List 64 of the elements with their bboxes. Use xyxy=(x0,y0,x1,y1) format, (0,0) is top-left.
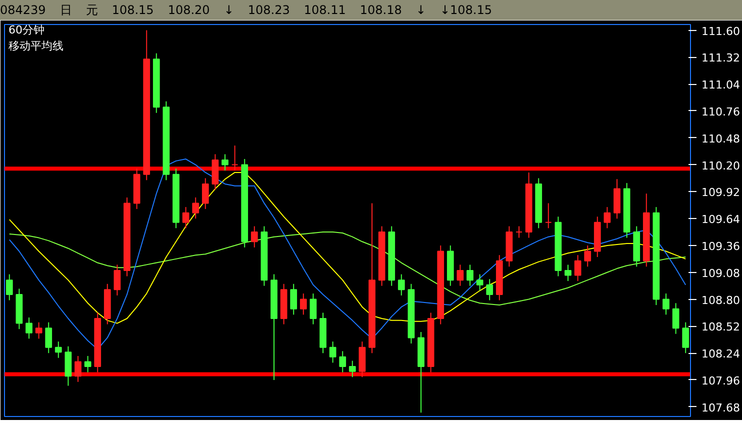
y-tick-label: 111.04 xyxy=(702,78,740,92)
line-series xyxy=(8,232,686,306)
candlestick xyxy=(604,206,611,229)
candlestick xyxy=(202,178,209,210)
candlestick xyxy=(476,274,484,292)
candlestick xyxy=(231,145,238,172)
candlestick xyxy=(290,283,298,316)
y-tick-label: 110.20 xyxy=(702,159,740,172)
candlestick xyxy=(466,264,474,286)
y-tick-label: 110.48 xyxy=(702,132,740,146)
candlestick xyxy=(84,355,92,373)
candlestick xyxy=(544,202,552,229)
candlestick xyxy=(339,350,346,373)
y-tick-label: 107.68 xyxy=(702,401,740,414)
line-series xyxy=(8,172,686,324)
candlestick xyxy=(398,274,405,296)
text: 108.11 xyxy=(304,3,346,17)
text: 084239 xyxy=(0,3,46,17)
candlestick xyxy=(564,264,572,282)
candlestick xyxy=(486,278,494,301)
candlestick xyxy=(35,322,42,340)
candlestick xyxy=(300,293,307,316)
candlestick xyxy=(74,355,82,382)
chart-title: 60分钟 xyxy=(8,24,44,36)
y-tick-label: 109.64 xyxy=(702,213,740,226)
text: 元 xyxy=(86,3,98,17)
y-tick-label: 109.36 xyxy=(702,240,740,253)
y-tick-label: 109.08 xyxy=(702,266,740,280)
candlestick xyxy=(584,244,592,268)
text: 移动平均线 xyxy=(8,40,64,52)
candlestick xyxy=(516,226,522,238)
candlestick xyxy=(310,293,317,325)
candlestick xyxy=(662,293,670,316)
candlestick xyxy=(222,154,228,172)
candlestick xyxy=(26,317,32,340)
candlestick xyxy=(348,360,356,378)
candlestick xyxy=(574,254,582,282)
candlestick xyxy=(682,322,690,354)
candlestick xyxy=(182,206,190,229)
text: 108.18 xyxy=(360,3,402,17)
text: 108.23 xyxy=(248,3,290,17)
candlestick xyxy=(45,322,52,354)
y-tick-label: 108.24 xyxy=(702,348,740,361)
text: ↓ xyxy=(416,3,426,17)
y-tick-label: 110.76 xyxy=(702,105,740,118)
y-tick-label: 108.80 xyxy=(702,294,740,307)
y-tick-label: 109.92 xyxy=(702,186,740,200)
y-tick-label: 107.96 xyxy=(702,374,740,388)
candlestick xyxy=(6,274,13,301)
text: ↓108.15 xyxy=(440,3,492,17)
candlestick xyxy=(329,341,336,364)
candlestick xyxy=(54,341,62,358)
text: 108.20 xyxy=(168,3,210,17)
candlestick xyxy=(250,226,258,248)
text: 108.15 xyxy=(112,3,154,17)
candlestick xyxy=(456,264,464,286)
y-tick-label: 111.32 xyxy=(702,52,740,65)
candlestick xyxy=(114,264,121,296)
y-tick-label: 108.52 xyxy=(702,320,740,334)
candlestick xyxy=(192,196,200,220)
text: 日 xyxy=(60,3,72,17)
text: ↓ xyxy=(224,3,234,17)
candlestick xyxy=(672,302,680,334)
y-tick-label: 111.60 xyxy=(702,24,740,38)
